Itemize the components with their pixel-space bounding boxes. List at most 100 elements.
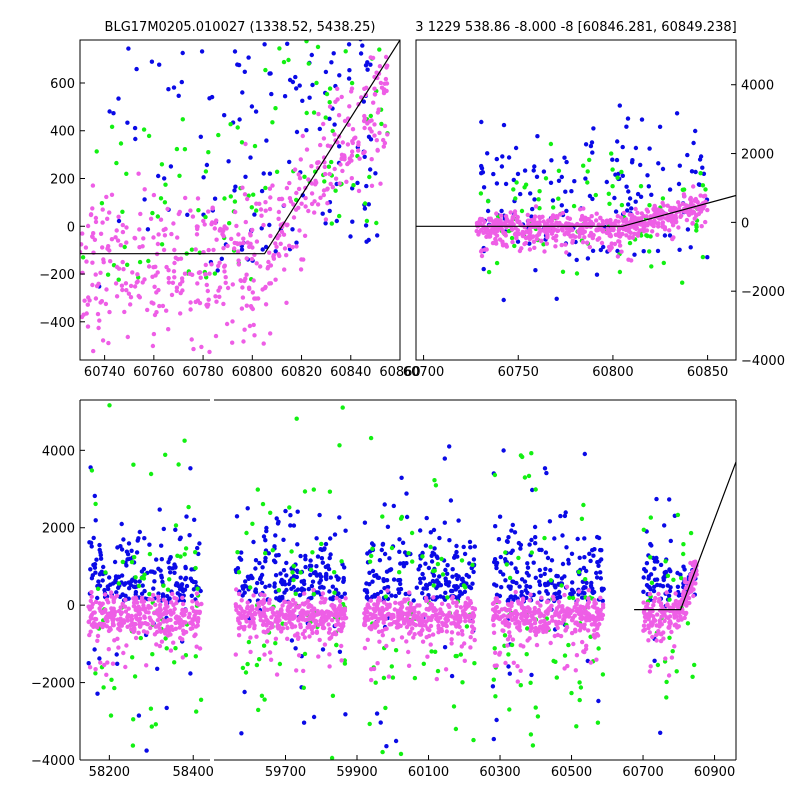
bottom-seg2-blue-point [506, 664, 511, 669]
top-left-blue-point [366, 237, 371, 243]
top-left-pink-point [247, 323, 253, 329]
bottom-seg1-pink-point [114, 593, 120, 598]
top-right-green-point [661, 260, 666, 266]
top-left-pink-point [218, 226, 223, 232]
bottom-seg1-pink-point [136, 604, 141, 609]
top-left-blue-point [237, 117, 242, 122]
bottom-seg2-blue-point [648, 572, 654, 577]
top-right-blue-point [688, 245, 693, 250]
top-left-pink-point [174, 285, 180, 290]
bottom-seg2-blue-point [509, 528, 514, 533]
bottom-seg2-pink-point [523, 613, 528, 619]
top-left-pink-point [277, 233, 282, 238]
top-left-pink-point [235, 249, 241, 254]
top-right-pink-point [580, 213, 585, 219]
bottom-seg1-green-point [93, 501, 98, 507]
top-left-pink-point [321, 121, 326, 127]
bottom-seg1-pink-point [180, 595, 185, 600]
bottom-seg2-pink-point [690, 569, 695, 574]
top-left-blue-point [375, 233, 380, 238]
bottom-seg2-blue-point [524, 583, 529, 589]
bottom-seg2-pink-point [538, 603, 543, 608]
bottom-seg2-pink-point [650, 621, 655, 626]
bottom-seg2-green-point [293, 591, 298, 596]
bottom-seg1-blue-point [125, 557, 130, 562]
bottom-seg2-blue-point [491, 736, 496, 742]
bottom-seg2-green-point [431, 583, 436, 588]
bottom-seg2-blue-point [654, 496, 659, 502]
top-left-pink-point [296, 186, 302, 192]
bottom-model-line [634, 461, 736, 611]
top-right-blue-point [662, 233, 668, 238]
bottom-seg2-pink-point [375, 601, 380, 606]
bottom-seg2-pink-point [470, 630, 475, 635]
bottom-seg2-green-point [256, 707, 261, 713]
bottom-seg2-blue-point [527, 584, 533, 590]
bottom-seg2-pink-point [595, 633, 601, 638]
bottom-seg2-pink-point [428, 605, 433, 610]
bottom-seg1-pink-point [105, 660, 110, 665]
bottom-seg1-green-point [139, 575, 144, 581]
bottom-seg2-pink-point [562, 613, 567, 618]
bottom-seg1-pink-point [163, 611, 168, 616]
bottom-seg1-blue-point [170, 566, 175, 571]
top-left-pink-point [238, 278, 244, 283]
top-right-pink-point [553, 244, 558, 249]
bottom-seg2-pink-point [427, 627, 432, 633]
top-left-blue-point [309, 52, 314, 58]
bottom-seg2-pink-point [294, 668, 299, 673]
bottom-seg2-pink-point [286, 604, 291, 610]
bottom-seg2-green-point [690, 674, 695, 679]
bottom-seg2-blue-point [503, 578, 508, 583]
bottom-seg2-pink-point [494, 604, 499, 610]
bottom-seg2-pink-point [660, 605, 665, 610]
top-left-blue-point [166, 87, 171, 92]
top-right-green-point [514, 180, 519, 185]
bottom-seg2-green-point [248, 585, 253, 590]
top-left-pink-point [324, 187, 330, 192]
top-left-green-point [333, 188, 338, 193]
top-left-blue-point [368, 62, 373, 67]
top-left-green-point [206, 150, 211, 155]
top-left-pink-point [276, 209, 282, 215]
bottom-seg2-pink-point [406, 649, 411, 655]
top-left-pink-point [369, 129, 374, 134]
bottom-seg2-green-point [576, 569, 582, 575]
bottom-seg2-green-point [260, 501, 266, 507]
top-left-blue-point [262, 42, 267, 47]
top-left-blue-point [185, 212, 190, 217]
bottom-seg2-pink-point [437, 610, 443, 616]
bottom-seg2-green-point [236, 570, 242, 575]
bottom-seg2-blue-point [328, 575, 333, 580]
top-right-pink-point [560, 210, 566, 216]
bottom-seg2-pink-point [280, 612, 285, 617]
bottom-seg2-green-point [681, 551, 686, 557]
bottom-seg2-pink-point [566, 614, 572, 619]
bottom-seg2-pink-point [676, 624, 681, 629]
top-right-pink-point [616, 230, 621, 236]
bottom-seg2-xtick-label: 60900 [694, 765, 735, 780]
bottom-seg2-pink-point [598, 595, 603, 600]
top-left-green-point [374, 220, 379, 226]
top-right-green-point [485, 199, 491, 204]
bottom-seg2-blue-point [328, 536, 333, 541]
bottom-seg2-blue-point [655, 559, 660, 564]
top-right-blue-point [655, 248, 661, 254]
bottom-seg2-green-point [533, 705, 538, 710]
bottom-seg2-blue-point [297, 593, 303, 598]
top-left-blue-point [285, 41, 290, 46]
bottom-seg2-blue-point [558, 513, 563, 519]
bottom-seg2-blue-point [450, 588, 455, 594]
top-left-green-point [174, 146, 180, 152]
bottom-seg2-green-point [262, 697, 267, 702]
bottom-seg1-blue-point [124, 549, 130, 554]
bottom-seg2-blue-point [598, 570, 603, 575]
top-right-blue-point [667, 187, 673, 192]
top-right-pink-point [634, 226, 639, 232]
bottom-seg2-green-point [330, 693, 336, 698]
bottom-seg2-pink-point [562, 592, 567, 598]
bottom-seg2-blue-point [367, 582, 372, 587]
bottom-seg2-pink-point [420, 615, 425, 620]
top-right-blue-point [633, 199, 638, 204]
top-right-green-point [509, 235, 515, 241]
